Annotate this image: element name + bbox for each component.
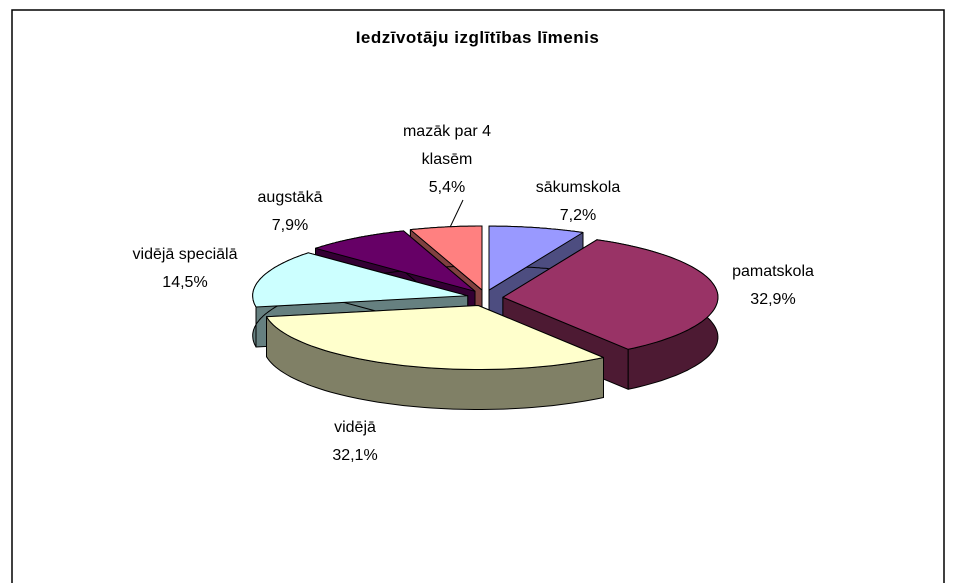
value-label: 32,9% — [750, 291, 796, 308]
slice-top — [266, 305, 604, 370]
value-label: 5,4% — [428, 179, 466, 196]
slice-top — [252, 252, 469, 308]
data-label: pamatskola 32,9% — [732, 258, 814, 314]
data-label: augstākā 7,9% — [258, 184, 323, 240]
value-label: 7,9% — [271, 217, 309, 234]
data-label: sākumskola 7,2% — [536, 174, 620, 230]
category-label: augstākā — [257, 189, 323, 206]
category-label: sākumskola — [535, 179, 621, 196]
chart-title: Iedzīvotāju izglītības līmenis — [355, 28, 600, 47]
frame — [11, 9, 945, 583]
value-label: 14,5% — [162, 274, 208, 291]
value-label: 32,1% — [332, 447, 378, 464]
data-label: vidējā 32,1% — [332, 414, 377, 470]
slice-top — [488, 225, 584, 291]
data-label: vidējā speciālā 14,5% — [133, 241, 238, 297]
data-label: mazāk par 4 klasēm 5,4% — [392, 118, 502, 202]
slice — [266, 305, 604, 410]
slice-top — [315, 230, 476, 292]
category-label: mazāk par 4 klasēm — [402, 123, 492, 168]
category-label: vidējā — [334, 419, 376, 436]
category-label: pamatskola — [732, 263, 814, 280]
value-label: 7,2% — [559, 207, 597, 224]
slice-top — [409, 225, 483, 291]
category-label: vidējā speciālā — [132, 246, 238, 263]
slice-top — [502, 239, 719, 350]
